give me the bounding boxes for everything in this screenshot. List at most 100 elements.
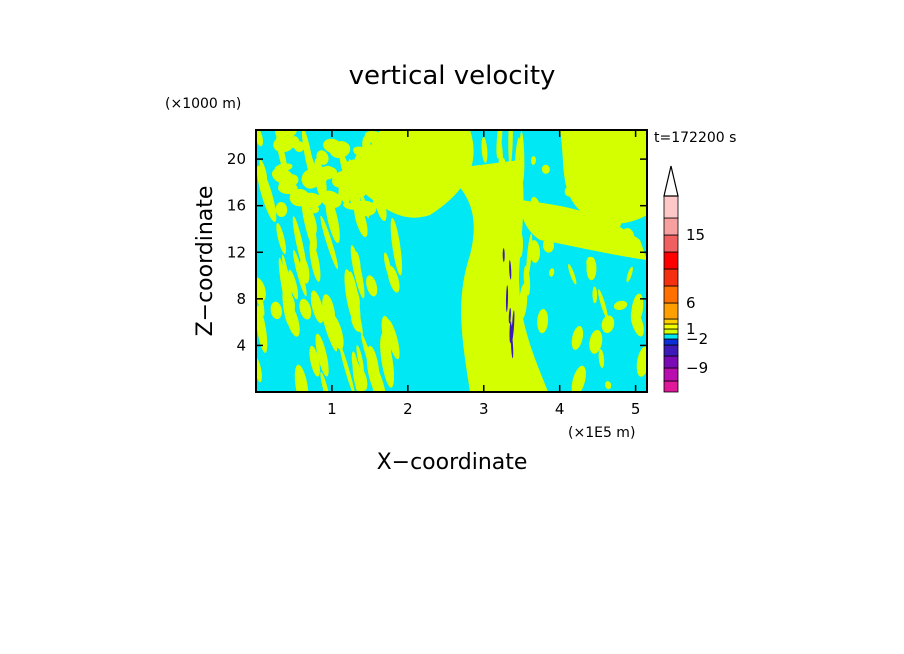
field-patch [315,333,329,377]
field-patch [613,300,628,311]
field-patch [276,222,287,255]
field-patch [636,148,644,161]
colorbar-band [663,367,679,382]
field-patch [310,290,324,324]
x-tick-label: 3 [479,400,489,418]
colorbar-band [663,355,679,369]
field-patch [309,345,320,377]
field-patch [530,196,542,218]
field-patch [567,161,575,176]
field-patch [542,229,552,244]
field-patch [290,136,300,149]
colorbar-band [663,302,679,320]
field-patch [500,218,508,277]
field-patch [353,146,373,160]
x-tick-label: 1 [327,400,337,418]
colorbar-extend-arrow [663,165,679,197]
plot-frame [255,129,648,393]
field-patch [505,285,509,313]
field-patch [320,371,331,392]
field-patch [320,304,338,352]
field-patch [478,300,487,355]
field-patch [328,313,344,350]
field-patch [309,241,321,282]
field-patch [529,240,540,263]
field-patch [549,268,555,277]
field-patch [509,226,516,250]
field-patch [380,333,395,388]
field-patch [601,315,615,333]
field-patch [563,233,570,242]
field-patch [372,194,394,210]
colorbar-band [663,234,679,253]
field-patch [310,205,320,214]
field-patch [282,254,293,304]
field-patch [338,183,350,201]
field-patch [270,301,282,320]
field-patch [508,130,513,166]
y-tick-label: 8 [236,290,246,308]
field-patch [256,305,268,353]
colorbar-tick-label: 6 [686,294,696,312]
colorbar-band [663,285,679,304]
field-patch [383,252,392,278]
plot-area [256,130,647,392]
field-patch [586,256,597,281]
colorbar-band [663,268,679,287]
field-patch [299,298,312,320]
colorbar-band [663,344,679,357]
colorbar: −9 −21 6 15 [663,165,708,393]
field-patches [256,130,647,392]
field-patch [520,200,647,260]
y-axis-title: Z−coordinate [193,186,218,337]
field-patch [518,234,524,258]
field-patch [631,196,642,206]
field-patch [537,308,549,334]
field-patch [356,345,364,373]
field-patch [366,345,380,392]
field-patch [301,195,317,251]
colorbar-band [663,318,679,325]
field-patch [288,269,299,300]
y-unit-label: (×1000 m) [165,96,241,112]
colorbar-band [663,328,679,335]
colorbar-tick-label: −2 [686,330,708,348]
time-label: t=172200 s [654,130,736,146]
field-patch [598,349,605,368]
colorbar-band [663,217,679,236]
colorbar-band [663,338,679,346]
colorbar-tick-label: 1 [686,320,696,338]
field-patch [514,137,521,178]
field-patch [592,286,598,304]
field-patch [332,170,352,188]
field-patch [339,343,356,392]
field-patch [511,334,521,389]
field-patch [373,139,393,151]
field-patch [621,228,635,246]
field-patch [350,245,365,299]
field-patch [496,130,503,159]
y-tick-label: 16 [227,197,246,215]
field-patch [530,156,536,165]
field-patch [323,138,342,154]
field-patch [600,145,615,175]
field-patch [541,164,550,174]
field-patch [366,275,378,297]
field-patch [490,297,497,318]
field-patch [483,246,490,268]
field-patch [385,319,400,360]
field-patch [374,147,388,157]
field-patch [477,265,486,286]
field-patch [353,200,377,217]
field-patch [623,134,636,164]
field-patch [316,150,329,165]
x-tick-label: 5 [631,400,641,418]
field-patch [273,135,295,153]
y-axis: 4 8 12 16 20 [227,150,647,354]
field-patch [352,357,364,392]
field-patch [278,257,290,313]
field-patch [440,160,548,392]
field-patch [320,215,339,270]
field-patch [494,189,498,229]
field-patch [593,189,603,212]
